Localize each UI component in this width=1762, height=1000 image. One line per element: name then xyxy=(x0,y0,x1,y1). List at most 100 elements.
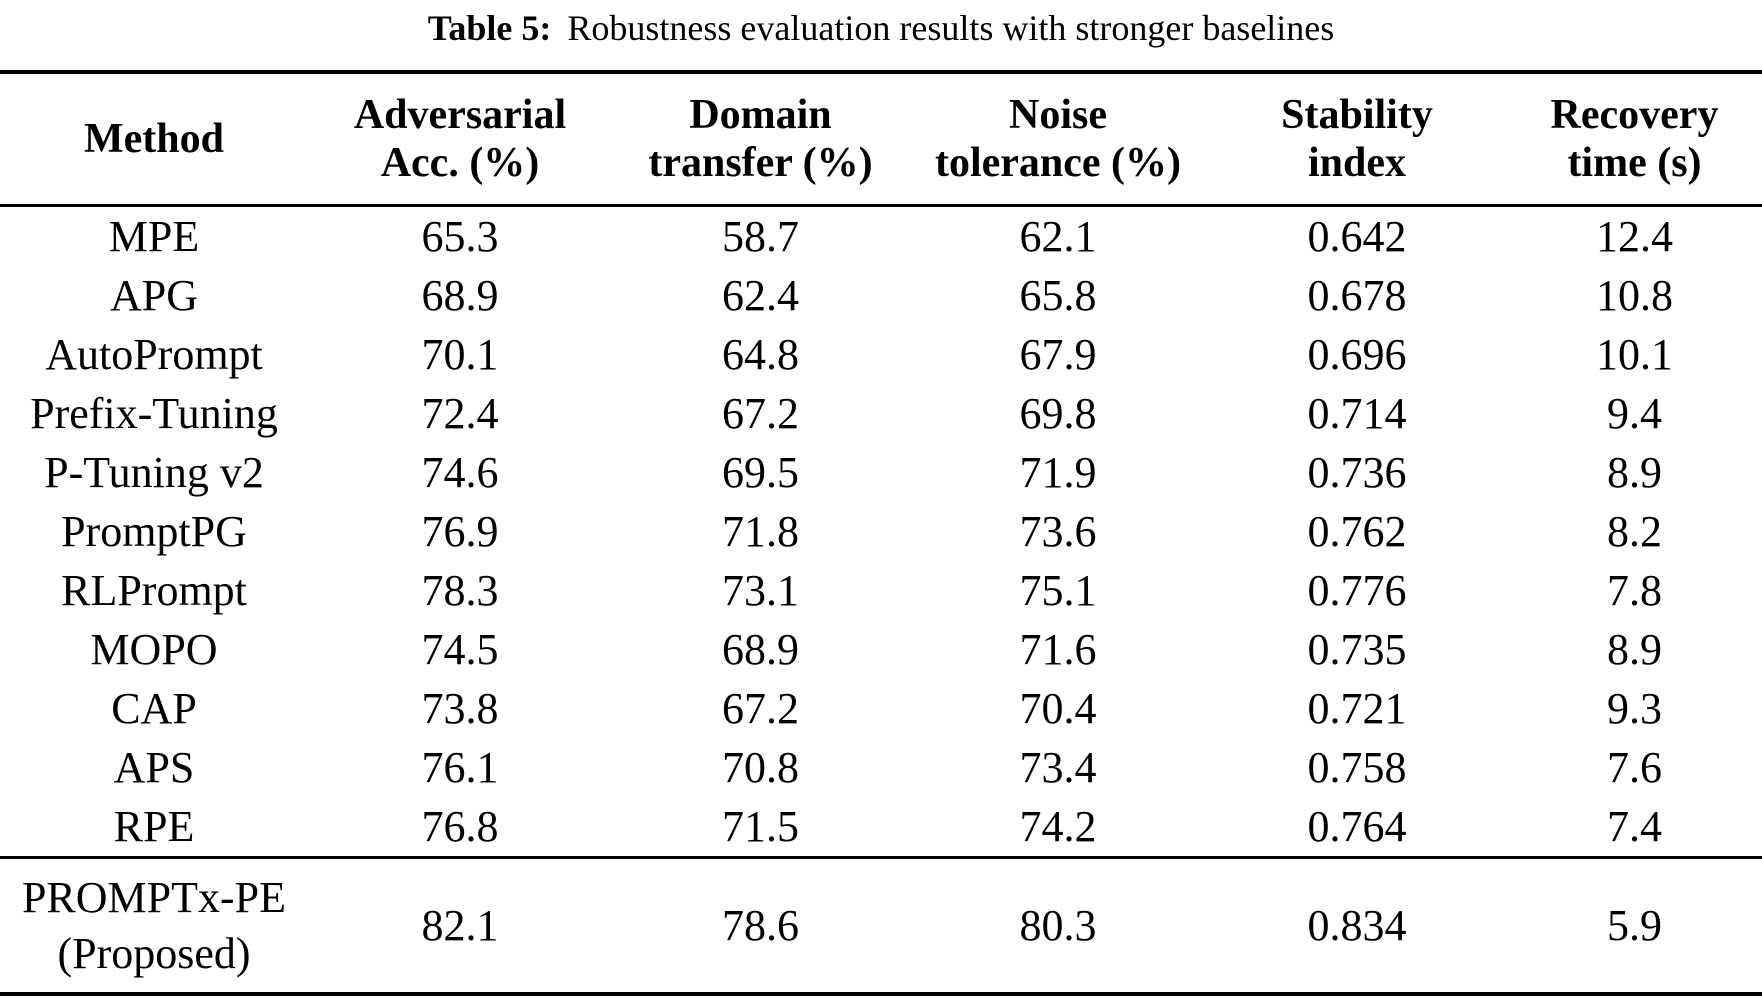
stability-index-cell: 0.735 xyxy=(1307,624,1407,674)
noise-tolerance-cell: 73.4 xyxy=(1019,742,1097,792)
method-cell: APS xyxy=(113,742,195,792)
header-row: Method Adversarial Acc. (%) Domain trans… xyxy=(0,70,1762,207)
col-header-line: Adversarial xyxy=(353,92,567,138)
col-header-line: transfer (%) xyxy=(648,140,873,186)
adversarial-acc-cell: 68.9 xyxy=(421,270,499,320)
noise-tolerance-cell: 71.9 xyxy=(1019,447,1097,497)
recovery-time-cell: 7.8 xyxy=(1607,565,1662,615)
table-row: Prefix-Tuning 72.4 67.2 69.8 0.714 9.4 xyxy=(0,384,1762,443)
method-cell: RLPrompt xyxy=(61,565,247,615)
method-cell: APG xyxy=(109,270,199,320)
method-cell: MOPO xyxy=(90,624,218,674)
adversarial-acc-cell: 72.4 xyxy=(421,388,499,438)
recovery-time-cell: 8.2 xyxy=(1607,506,1662,556)
domain-transfer-cell: 78.6 xyxy=(612,856,909,996)
noise-tolerance-cell: 74.2 xyxy=(1019,801,1097,851)
noise-tolerance-cell: 75.1 xyxy=(1019,565,1097,615)
recovery-time-cell: 9.4 xyxy=(1607,388,1662,438)
stability-index-cell: 0.834 xyxy=(1207,856,1507,996)
stability-index-cell: 0.678 xyxy=(1307,270,1407,320)
stability-index-cell: 0.758 xyxy=(1307,742,1407,792)
col-header-method: Method xyxy=(0,70,308,207)
noise-tolerance-cell: 62.1 xyxy=(1019,211,1097,261)
proposed-method-line: PROMPTx-PE xyxy=(21,872,287,922)
noise-tolerance-cell: 71.6 xyxy=(1019,624,1097,674)
table-row: P-Tuning v2 74.6 69.5 71.9 0.736 8.9 xyxy=(0,443,1762,502)
col-header-line: Stability xyxy=(1281,92,1433,138)
method-cell: MPE xyxy=(108,211,200,261)
stability-index-cell: 0.696 xyxy=(1307,329,1407,379)
stability-index-cell: 0.764 xyxy=(1307,801,1407,851)
method-cell: PromptPG xyxy=(61,506,247,556)
domain-transfer-cell: 71.5 xyxy=(722,801,799,851)
adversarial-acc-cell: 73.8 xyxy=(421,683,499,733)
method-cell: P-Tuning v2 xyxy=(44,447,264,497)
method-cell: RPE xyxy=(113,801,195,851)
noise-tolerance-cell: 73.6 xyxy=(1019,506,1097,556)
col-header-line: index xyxy=(1307,140,1407,186)
noise-tolerance-cell: 80.3 xyxy=(909,856,1207,996)
proposed-method-line: (Proposed) xyxy=(57,928,251,978)
recovery-time-cell: 10.1 xyxy=(1596,329,1673,379)
table-row: MPE 65.3 58.7 62.1 0.642 12.4 xyxy=(0,206,1762,267)
recovery-time-cell: 8.9 xyxy=(1607,447,1662,497)
method-cell: CAP xyxy=(111,683,197,733)
domain-transfer-cell: 68.9 xyxy=(722,624,799,674)
recovery-time-cell: 7.6 xyxy=(1607,742,1662,792)
domain-transfer-cell: 71.8 xyxy=(722,506,799,556)
col-header-line: Domain xyxy=(689,92,832,138)
recovery-time-cell: 10.8 xyxy=(1596,270,1673,320)
method-cell: AutoPrompt xyxy=(45,329,263,379)
method-cell: Prefix-Tuning xyxy=(30,388,278,438)
proposed-section: PROMPTx-PE (Proposed) 82.1 78.6 80.3 0.8… xyxy=(0,856,1762,996)
table-row: MOPO 74.5 68.9 71.6 0.735 8.9 xyxy=(0,620,1762,679)
col-header-line: time (s) xyxy=(1567,140,1702,186)
adversarial-acc-cell: 65.3 xyxy=(421,211,499,261)
results-table: Method Adversarial Acc. (%) Domain trans… xyxy=(0,70,1762,996)
table-caption: Table 5: Robustness evaluation results wi… xyxy=(0,0,1762,70)
noise-tolerance-cell: 70.4 xyxy=(1019,683,1097,733)
col-header-line: tolerance (%) xyxy=(934,140,1182,186)
adversarial-acc-cell: 70.1 xyxy=(421,329,499,379)
table-row: RPE 76.8 71.5 74.2 0.764 7.4 xyxy=(0,797,1762,858)
col-header-line: Recovery xyxy=(1550,92,1719,138)
domain-transfer-cell: 62.4 xyxy=(722,270,799,320)
adversarial-acc-cell: 82.1 xyxy=(308,856,612,996)
noise-tolerance-cell: 67.9 xyxy=(1019,329,1097,379)
col-header-line: Noise xyxy=(1009,92,1107,138)
domain-transfer-cell: 73.1 xyxy=(722,565,799,615)
table-row: RLPrompt 78.3 73.1 75.1 0.776 7.8 xyxy=(0,561,1762,620)
adversarial-acc-cell: 78.3 xyxy=(421,565,499,615)
adversarial-acc-cell: 76.1 xyxy=(421,742,499,792)
col-header-stability-index: Stability index xyxy=(1207,70,1507,207)
adversarial-acc-cell: 74.6 xyxy=(421,447,499,497)
domain-transfer-cell: 69.5 xyxy=(722,447,799,497)
table-row: AutoPrompt 70.1 64.8 67.9 0.696 10.1 xyxy=(0,325,1762,384)
stability-index-cell: 0.762 xyxy=(1307,506,1407,556)
noise-tolerance-cell: 69.8 xyxy=(1019,388,1097,438)
stability-index-cell: 0.736 xyxy=(1307,447,1407,497)
table-caption-text: Robustness evaluation results with stron… xyxy=(567,8,1335,48)
table-row: APG 68.9 62.4 65.8 0.678 10.8 xyxy=(0,266,1762,325)
table-number-label: Table 5: xyxy=(427,8,552,48)
recovery-time-cell: 5.9 xyxy=(1507,856,1762,996)
proposed-row: PROMPTx-PE (Proposed) 82.1 78.6 80.3 0.8… xyxy=(0,856,1762,996)
table-row: PromptPG 76.9 71.8 73.6 0.762 8.2 xyxy=(0,502,1762,561)
col-header-domain-transfer: Domain transfer (%) xyxy=(612,70,909,207)
col-header-line: Method xyxy=(84,116,224,162)
method-cell: PROMPTx-PE (Proposed) xyxy=(0,856,308,996)
col-header-line: Acc. (%) xyxy=(380,140,540,186)
adversarial-acc-cell: 74.5 xyxy=(421,624,499,674)
recovery-time-cell: 9.3 xyxy=(1607,683,1662,733)
domain-transfer-cell: 58.7 xyxy=(722,211,799,261)
table-body: MPE 65.3 58.7 62.1 0.642 12.4 APG 68.9 62.4 65.8 0… xyxy=(0,206,1762,858)
recovery-time-cell: 8.9 xyxy=(1607,624,1662,674)
table-header: Method Adversarial Acc. (%) Domain trans… xyxy=(0,70,1762,207)
domain-transfer-cell: 64.8 xyxy=(722,329,799,379)
stability-index-cell: 0.776 xyxy=(1307,565,1407,615)
domain-transfer-cell: 67.2 xyxy=(722,683,799,733)
domain-transfer-cell: 70.8 xyxy=(722,742,799,792)
stability-index-cell: 0.714 xyxy=(1307,388,1407,438)
domain-transfer-cell: 67.2 xyxy=(722,388,799,438)
